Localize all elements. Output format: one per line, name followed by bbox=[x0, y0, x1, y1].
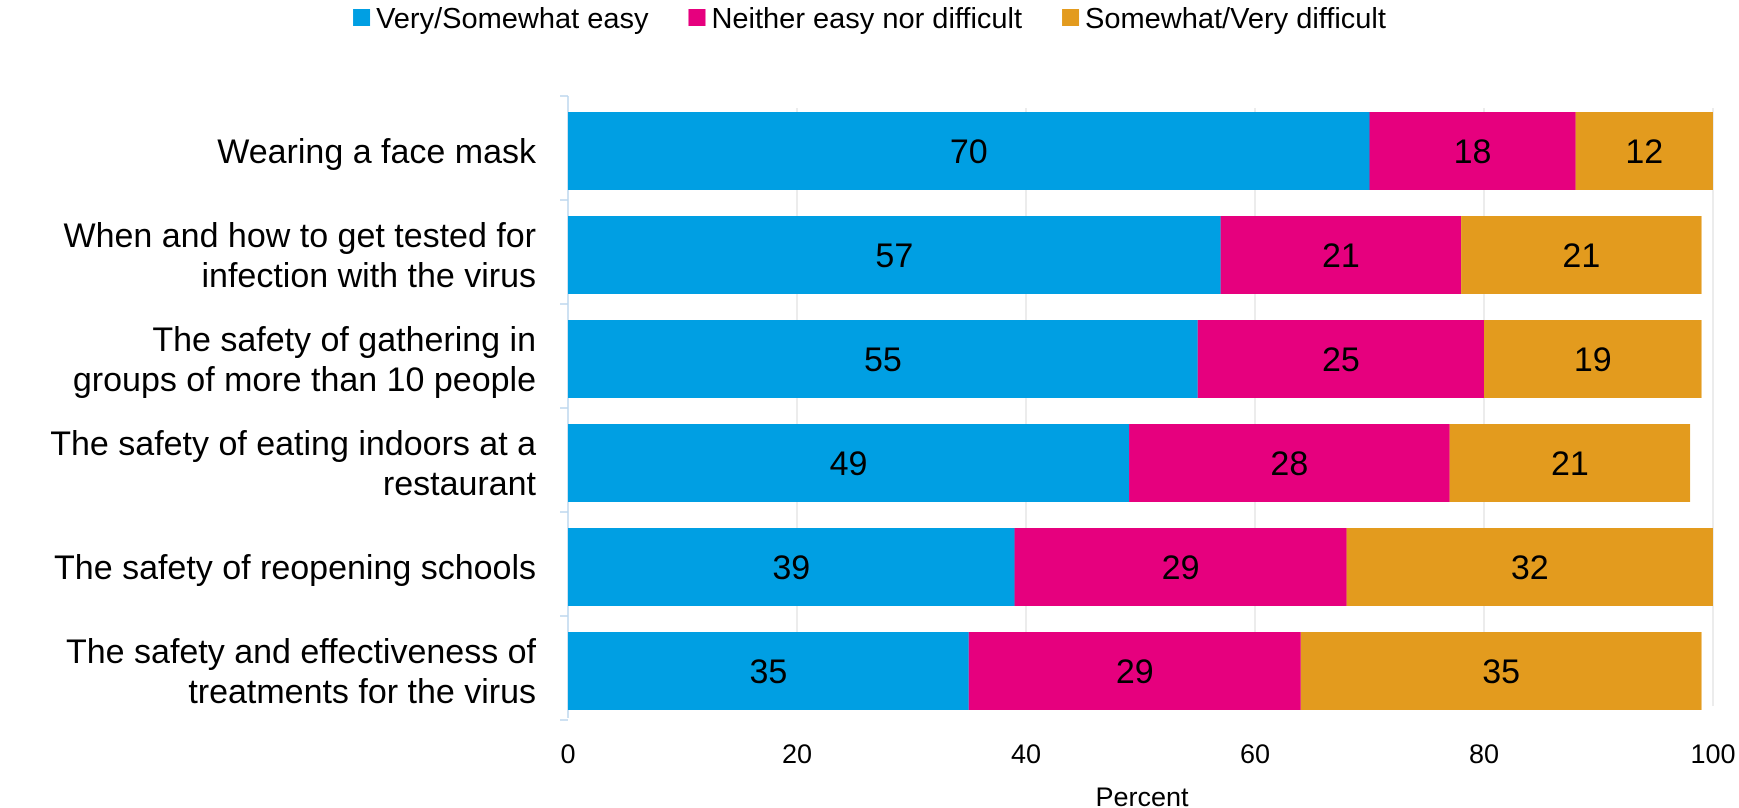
x-axis-title: Percent bbox=[1095, 782, 1189, 808]
data-label: 29 bbox=[1162, 549, 1200, 587]
bar-segment bbox=[568, 112, 1370, 190]
legend-swatch bbox=[353, 9, 371, 26]
category-label: The safety of reopening schools bbox=[54, 549, 536, 587]
bar-segment bbox=[568, 528, 1015, 606]
x-tick-label: 80 bbox=[1469, 739, 1499, 769]
data-label: 19 bbox=[1574, 341, 1612, 379]
x-tick-label: 60 bbox=[1240, 739, 1270, 769]
data-label: 35 bbox=[749, 653, 787, 691]
bar-segment bbox=[1575, 112, 1713, 190]
bar-segment bbox=[1197, 320, 1484, 398]
bars bbox=[568, 112, 1713, 710]
legend-label: Somewhat/Very difficult bbox=[1085, 3, 1386, 35]
data-label: 29 bbox=[1116, 653, 1154, 691]
y-axis bbox=[560, 95, 569, 721]
bar-segment bbox=[1369, 112, 1576, 190]
x-axis-ticks: 0 20 40 60 80 100 bbox=[560, 739, 1735, 769]
data-label: 12 bbox=[1625, 133, 1663, 171]
bar-segment bbox=[1449, 424, 1691, 502]
legend-item: Neither easy nor difficult bbox=[688, 3, 1022, 35]
legend-item: Somewhat/Very difficult bbox=[1062, 3, 1386, 35]
bar-segment bbox=[568, 216, 1221, 294]
bar-segment bbox=[1300, 632, 1702, 710]
data-label: 25 bbox=[1322, 341, 1360, 379]
legend: Very/Somewhat easy Neither easy nor diffi… bbox=[353, 3, 1386, 35]
data-label: 21 bbox=[1322, 237, 1360, 275]
bar-segment bbox=[568, 632, 969, 710]
data-label: 55 bbox=[864, 341, 902, 379]
bar-segment bbox=[568, 320, 1198, 398]
bar-segment bbox=[1484, 320, 1702, 398]
legend-swatch bbox=[688, 9, 706, 26]
legend-label: Very/Somewhat easy bbox=[376, 3, 649, 35]
x-tick-label: 100 bbox=[1690, 739, 1735, 769]
x-tick-label: 20 bbox=[782, 739, 812, 769]
data-label: 28 bbox=[1270, 445, 1308, 483]
category-label: The safety and effectiveness of treatment… bbox=[66, 633, 537, 711]
legend-swatch bbox=[1062, 9, 1080, 26]
bar-segment bbox=[1129, 424, 1450, 502]
bar-segment bbox=[568, 424, 1130, 502]
bar-segment bbox=[1220, 216, 1462, 294]
data-label: 70 bbox=[950, 133, 988, 171]
category-label: The safety of eating indoors at a restaur… bbox=[50, 425, 536, 503]
legend-item: Very/Somewhat easy bbox=[353, 3, 649, 35]
bar-segment bbox=[1346, 528, 1713, 606]
category-label: Wearing a face mask bbox=[217, 133, 537, 171]
data-label: 39 bbox=[772, 549, 810, 587]
segment-labels: 70 18 12 57 21 21 55 25 19 49 28 21 39 29 32 35 29 35 bbox=[749, 133, 1663, 691]
data-label: 21 bbox=[1562, 237, 1600, 275]
legend-label: Neither easy nor difficult bbox=[711, 3, 1022, 35]
data-label: 21 bbox=[1551, 445, 1589, 483]
bar-segment bbox=[1461, 216, 1702, 294]
data-label: 57 bbox=[875, 237, 913, 275]
category-labels: Wearing a face mask When and how to get t… bbox=[50, 133, 537, 711]
data-label: 35 bbox=[1482, 653, 1520, 691]
category-label: When and how to get tested for infection … bbox=[63, 217, 536, 295]
bar-segment bbox=[968, 632, 1301, 710]
x-tick-label: 0 bbox=[560, 739, 575, 769]
data-label: 49 bbox=[830, 445, 868, 483]
x-tick-label: 40 bbox=[1011, 739, 1041, 769]
data-label: 32 bbox=[1511, 549, 1549, 587]
gridlines bbox=[796, 108, 1714, 706]
category-label: The safety of gathering in groups of more… bbox=[73, 321, 536, 399]
data-label: 18 bbox=[1454, 133, 1492, 171]
bar-segment bbox=[1014, 528, 1347, 606]
